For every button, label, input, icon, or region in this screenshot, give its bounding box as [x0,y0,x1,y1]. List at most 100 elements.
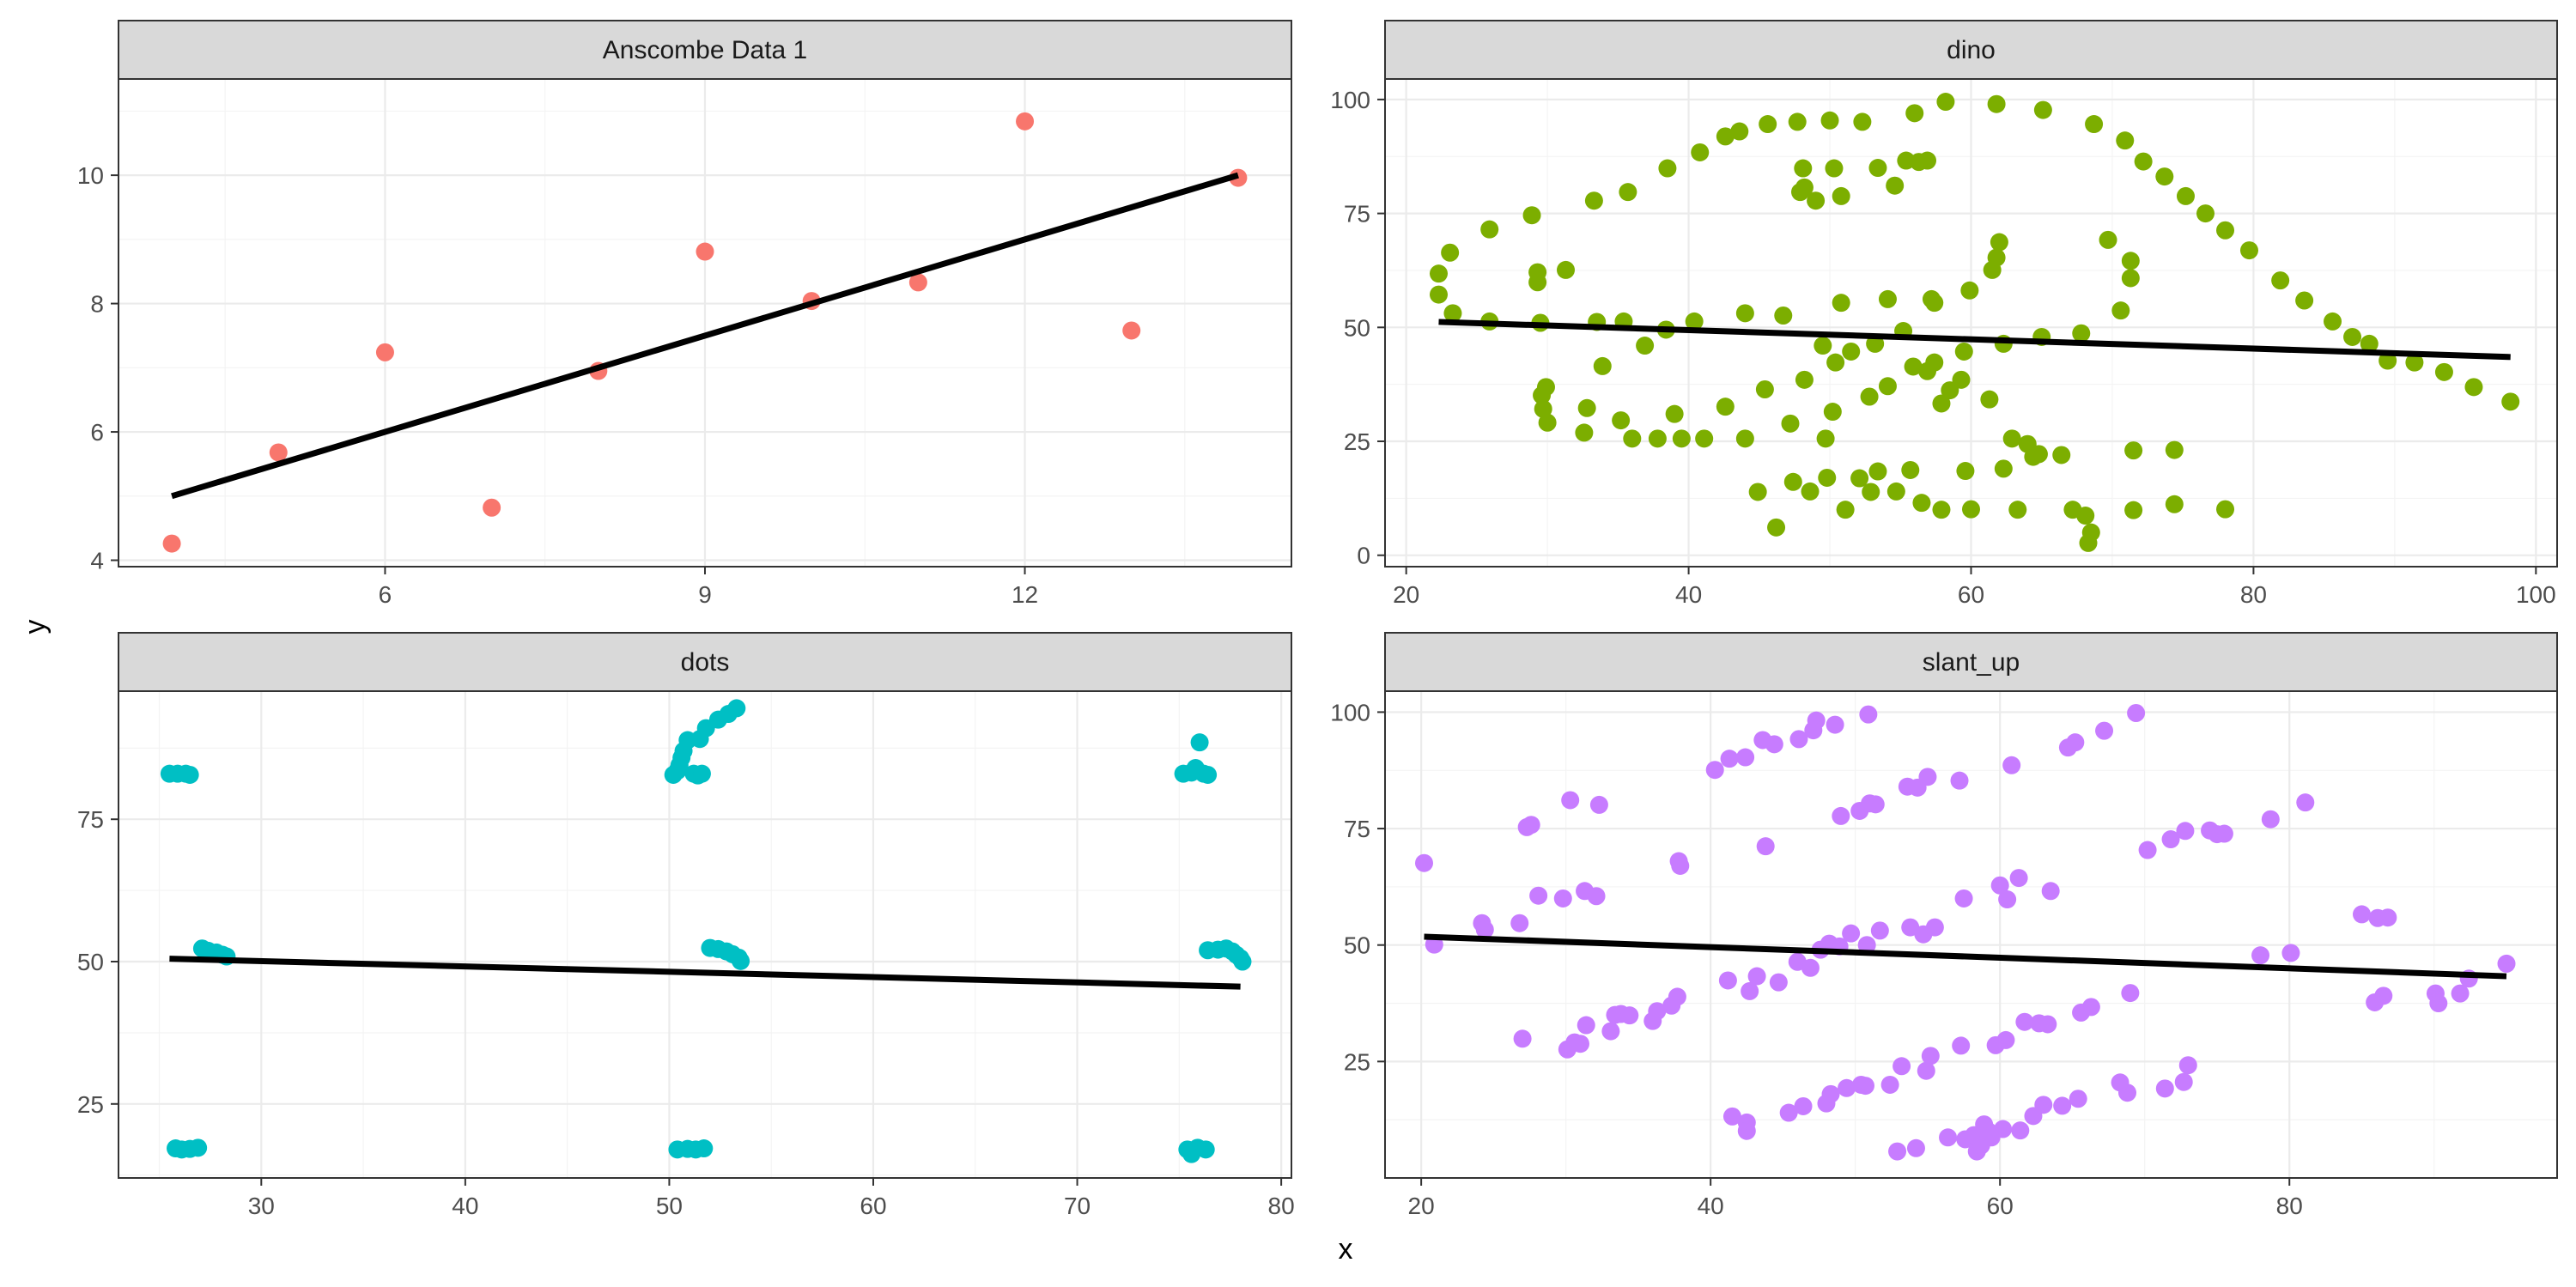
y-tick-label: 10 [77,162,104,189]
data-point [1956,462,1975,481]
data-point [732,951,750,970]
data-point [1730,122,1749,141]
data-point [1553,889,1572,908]
data-point [908,273,927,292]
data-point [2069,1090,2087,1108]
data-point [1648,429,1667,448]
data-point [1886,176,1905,195]
data-point [1443,304,1462,323]
data-point [1601,1022,1620,1041]
data-point [1612,411,1631,430]
data-point [2052,446,2071,464]
data-point [2251,946,2270,965]
data-point [1795,370,1814,389]
y-tick-label: 0 [1357,543,1370,569]
data-point [2464,378,2483,397]
data-point [2124,441,2143,460]
data-point [1587,887,1606,906]
data-point [1996,1030,2015,1049]
data-point [1842,924,1861,943]
data-point [1807,711,1826,730]
data-point [269,443,288,462]
y-tick-label: 50 [77,949,104,975]
y-tick-label: 6 [90,419,104,446]
data-point [1788,112,1807,131]
data-point [1794,1096,1813,1115]
data-point [1960,281,1979,300]
facet-strip-label: slant_up [1923,648,2020,677]
y-tick-label: 25 [1344,428,1370,455]
data-point [2353,905,2371,924]
data-point [2111,301,2130,320]
data-point [1878,289,1897,308]
data-point [2216,221,2235,240]
data-point [1950,771,1969,790]
data-point [2451,984,2470,1003]
facet-strip [118,20,1292,80]
data-point [1672,429,1691,448]
data-point [2281,944,2300,962]
data-point [1571,1035,1589,1053]
data-point [1196,1140,1215,1159]
data-point [2081,998,2100,1017]
facet-strip [1384,632,2558,692]
data-point [1736,748,1755,767]
data-point [2174,1072,2193,1091]
data-point [1528,273,1547,292]
y-tick-label: 4 [90,548,104,574]
data-point [1878,377,1897,396]
y-tick-label: 50 [1344,932,1370,959]
data-point [2011,1121,2030,1140]
data-point [1429,285,1448,304]
data-point [2072,324,2091,343]
data-point [1904,357,1923,376]
data-point [1850,469,1869,488]
data-point [1952,1036,1971,1055]
data-point [1838,1078,1856,1097]
data-point [1636,337,1655,355]
data-point [1781,414,1800,433]
data-point [375,343,394,361]
data-point [1962,500,1980,519]
y-tick-label: 8 [90,291,104,318]
data-point [1801,482,1820,501]
data-point [1912,494,1931,513]
data-point [1932,394,1951,413]
data-point [1589,795,1608,814]
x-tick-label: 60 [1958,581,1984,608]
data-point [2034,1096,2053,1114]
y-tick-label: 75 [77,806,104,833]
data-point [2165,440,2184,459]
data-point [1718,971,1737,990]
data-point [2099,230,2117,249]
data-point [1720,750,1739,768]
data-point [2176,822,2195,841]
data-point [1016,112,1035,131]
data-point [1901,460,1920,479]
panel-slant-up: slant_up 20 40 60 80 25 50 75 100 [1330,632,2558,1219]
data-point [1862,483,1880,501]
data-point [1853,112,1872,131]
data-point [1917,1061,1935,1080]
data-point [1952,370,1971,389]
data-point [2360,334,2379,353]
data-point [1954,342,1973,361]
data-point [2155,1079,2174,1098]
x-tick-label: 80 [2240,581,2267,608]
data-point [2295,291,2314,310]
regression-line [1438,319,2511,361]
data-point [1994,459,2013,478]
y-tick-label: 25 [77,1091,104,1118]
x-tick-label: 6 [379,581,392,608]
data-point [1529,886,1548,905]
data-point [1918,768,1937,786]
data-point [1888,1142,1907,1161]
data-point [1747,967,1766,986]
data-point [2261,810,2280,829]
facet-strip-label: dino [1947,36,1996,64]
data-point [1925,294,1944,313]
x-tick-label: 60 [1987,1193,2014,1219]
data-point [1880,1075,1899,1094]
data-point [1826,715,1844,734]
